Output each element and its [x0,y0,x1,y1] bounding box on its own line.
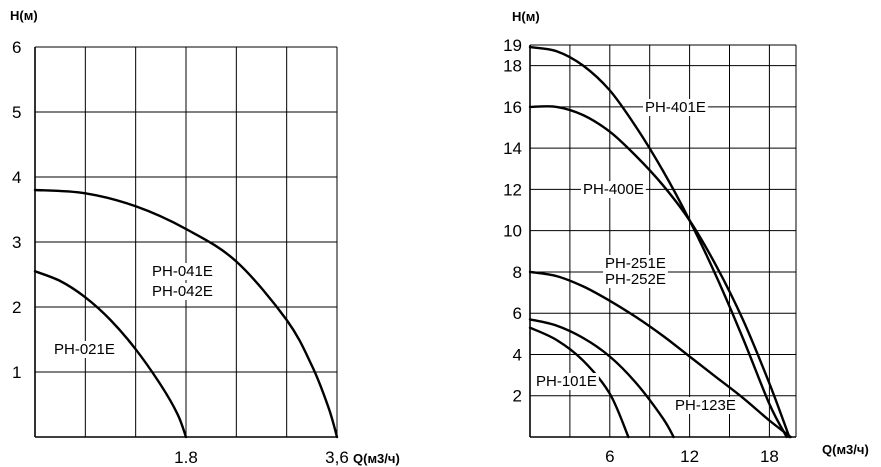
left-x-tick-label: 1.8 [174,448,198,467]
left-y-tick-label: 5 [12,103,21,122]
right-curve-ph-401e [528,45,788,439]
left-y-ticks: 1 2 3 4 5 6 [12,38,21,382]
left-grid [34,46,338,438]
left-y-tick-label: 6 [12,38,21,57]
right-y-tick-label: 16 [503,98,522,117]
left-y-tick-label: 1 [12,363,21,382]
left-x-axis-title: Q(м3/ч) [353,451,400,466]
label-ph-251e: PH-251E [605,255,666,272]
right-x-tick-label: 18 [760,447,779,466]
label-background [603,255,668,272]
right-curves [528,45,792,439]
label-background [150,263,215,280]
left-x-tick-label: 3,6 [325,448,349,467]
left-y-tick-label: 2 [12,298,21,317]
right-curve-ph-101e [528,326,630,439]
left-curves [33,188,339,439]
right-y-tick-label: 18 [503,57,522,76]
label-ph-401e: PH-401E [645,99,706,116]
label-background [603,271,668,288]
label-background [52,341,117,358]
left-y-tick-label: 4 [12,168,21,187]
label-background [643,99,708,116]
right-chart: H(м) Q(м3/ч) 2 4 6 8 10 12 14 16 18 19 6 12 18 PH-4… [503,9,869,466]
right-curve-ph-251e-252e [528,270,792,439]
left-y-tick-label: 3 [12,233,21,252]
left-x-ticks: 1.8 3,6 [174,448,349,467]
right-y-tick-label: 14 [503,139,522,158]
label-ph-400e: PH-400E [583,181,644,198]
right-y-axis-title: H(м) [512,9,540,24]
label-background [673,397,738,414]
left-curve-ph-021e [33,270,188,439]
right-curve-ph-123e [528,318,675,439]
right-x-tick-label: 12 [680,447,699,466]
label-background [534,373,599,390]
right-x-tick-label: 6 [605,447,614,466]
left-curve-ph-041e-042e [33,188,339,439]
right-y-tick-label: 19 [503,36,522,55]
right-y-tick-label: 2 [513,387,522,406]
left-y-axis-title: H(м) [10,8,38,23]
label-ph-123e: PH-123E [675,397,736,414]
label-background [150,283,215,300]
left-chart: H(м) Q(м3/ч) 1 2 3 4 5 6 1.8 3,6 PH-041E PH-04… [10,8,400,467]
right-y-tick-label: 8 [513,263,522,282]
right-y-tick-label: 4 [513,345,522,364]
right-curve-ph-400e [528,105,791,439]
right-y-ticks: 2 4 6 8 10 12 14 16 18 19 [503,36,522,406]
label-ph-041e: PH-041E [152,263,213,280]
right-x-axis-title: Q(м3/ч) [822,442,869,457]
label-background [581,181,646,198]
right-y-tick-label: 12 [503,180,522,199]
label-ph-021e: PH-021E [54,341,115,358]
right-y-tick-label: 6 [513,304,522,323]
right-grid [529,44,797,438]
label-ph-042e: PH-042E [152,283,213,300]
label-ph-252e: PH-252E [605,271,666,288]
right-y-tick-label: 10 [503,222,522,241]
right-x-ticks: 6 12 18 [605,447,779,466]
label-ph-101e: PH-101E [536,373,597,390]
